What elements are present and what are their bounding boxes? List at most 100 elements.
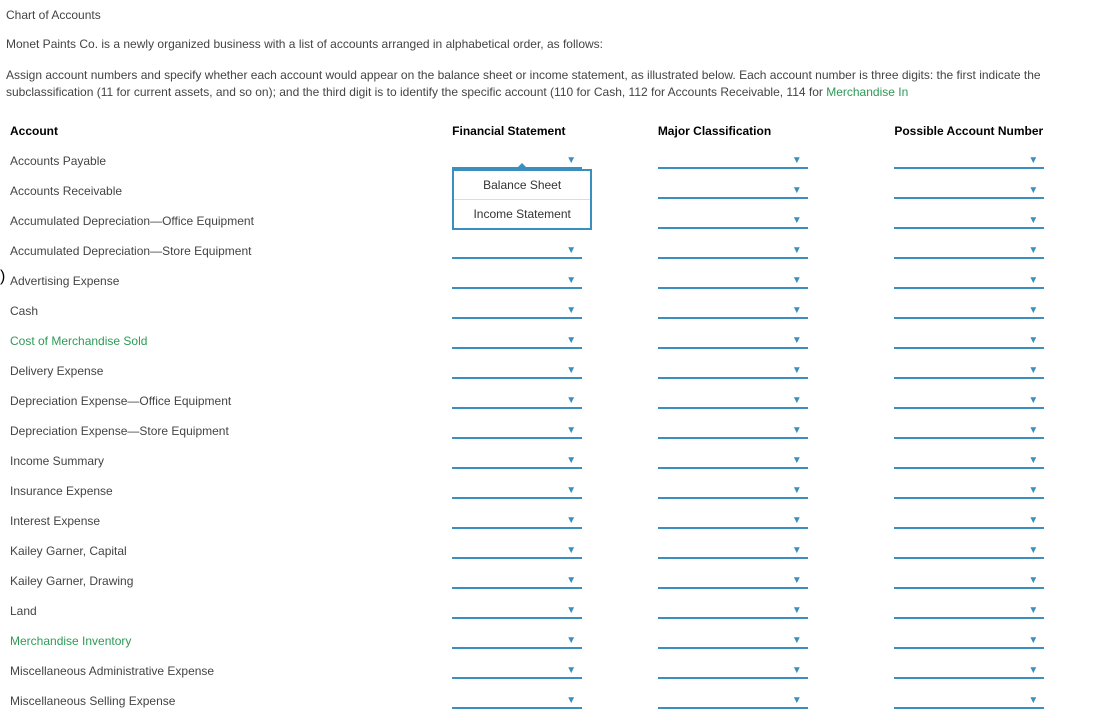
account-label: Land: [10, 604, 37, 618]
mc-dropdown[interactable]: ▼: [658, 181, 808, 199]
cell-mc: ▼: [654, 326, 891, 356]
cell-fs: ▼: [448, 626, 654, 656]
fs-dropdown[interactable]: ▼: [452, 571, 582, 589]
an-dropdown[interactable]: ▼: [894, 301, 1044, 319]
an-dropdown[interactable]: ▼: [894, 421, 1044, 439]
an-dropdown[interactable]: ▼: [894, 181, 1044, 199]
mc-dropdown[interactable]: ▼: [658, 511, 808, 529]
cell-mc: ▼: [654, 536, 891, 566]
mc-dropdown[interactable]: ▼: [658, 541, 808, 559]
cell-fs: ▼: [448, 686, 654, 716]
fs-dropdown[interactable]: ▼: [452, 691, 582, 709]
account-label: Delivery Expense: [10, 364, 103, 378]
cell-an: ▼: [890, 206, 1096, 236]
chevron-down-icon: ▼: [1028, 546, 1038, 556]
header-financial-statement: Financial Statement: [448, 118, 654, 146]
fs-dropdown[interactable]: ▼Balance SheetIncome Statement: [452, 151, 582, 169]
account-label: Miscellaneous Selling Expense: [10, 694, 175, 708]
fs-dropdown[interactable]: ▼: [452, 481, 582, 499]
mc-dropdown[interactable]: ▼: [658, 631, 808, 649]
fs-dropdown[interactable]: ▼: [452, 271, 582, 289]
cell-fs: ▼: [448, 596, 654, 626]
account-cell: Kailey Garner, Drawing: [6, 566, 448, 596]
table-row: )Advertising Expense▼▼▼: [6, 266, 1096, 296]
fs-dropdown[interactable]: ▼: [452, 421, 582, 439]
mc-dropdown[interactable]: ▼: [658, 601, 808, 619]
account-label: Insurance Expense: [10, 484, 113, 498]
an-dropdown[interactable]: ▼: [894, 151, 1044, 169]
an-dropdown[interactable]: ▼: [894, 331, 1044, 349]
mc-dropdown[interactable]: ▼: [658, 271, 808, 289]
account-label: Accumulated Depreciation—Office Equipmen…: [10, 214, 254, 228]
cell-an: ▼: [890, 386, 1096, 416]
fs-dropdown[interactable]: ▼: [452, 451, 582, 469]
fs-dropdown[interactable]: ▼: [452, 301, 582, 319]
fs-dropdown[interactable]: ▼: [452, 511, 582, 529]
cell-an: ▼: [890, 416, 1096, 446]
table-row: Accounts Payable ▼Balance SheetIncome Sta…: [6, 146, 1096, 176]
fs-dropdown[interactable]: ▼: [452, 631, 582, 649]
cell-an: ▼: [890, 266, 1096, 296]
chevron-down-icon: ▼: [792, 546, 802, 556]
fs-dropdown[interactable]: ▼: [452, 331, 582, 349]
mc-dropdown[interactable]: ▼: [658, 151, 808, 169]
account-label: Kailey Garner, Drawing: [10, 574, 133, 588]
chevron-down-icon: ▼: [1028, 276, 1038, 286]
cell-fs: ▼: [448, 566, 654, 596]
an-dropdown[interactable]: ▼: [894, 391, 1044, 409]
instructions-link[interactable]: Merchandise In: [826, 85, 908, 99]
mc-dropdown[interactable]: ▼: [658, 451, 808, 469]
cell-fs: ▼: [448, 356, 654, 386]
an-dropdown[interactable]: ▼: [894, 691, 1044, 709]
an-dropdown[interactable]: ▼: [894, 241, 1044, 259]
intro-text: Monet Paints Co. is a newly organized bu…: [6, 36, 1096, 53]
mc-dropdown[interactable]: ▼: [658, 361, 808, 379]
an-dropdown[interactable]: ▼: [894, 271, 1044, 289]
mc-dropdown[interactable]: ▼: [658, 391, 808, 409]
dropdown-option[interactable]: Balance Sheet: [454, 171, 590, 200]
an-dropdown[interactable]: ▼: [894, 631, 1044, 649]
an-dropdown[interactable]: ▼: [894, 661, 1044, 679]
fs-dropdown[interactable]: ▼: [452, 541, 582, 559]
accounts-table: Account Financial Statement Major Classi…: [6, 118, 1096, 716]
chevron-down-icon: ▼: [792, 516, 802, 526]
fs-dropdown[interactable]: ▼: [452, 361, 582, 379]
an-dropdown[interactable]: ▼: [894, 541, 1044, 559]
mc-dropdown[interactable]: ▼: [658, 331, 808, 349]
mc-dropdown[interactable]: ▼: [658, 571, 808, 589]
an-dropdown[interactable]: ▼: [894, 211, 1044, 229]
an-dropdown[interactable]: ▼: [894, 601, 1044, 619]
cell-mc: ▼: [654, 446, 891, 476]
mc-dropdown[interactable]: ▼: [658, 301, 808, 319]
chevron-down-icon: ▼: [792, 246, 802, 256]
cell-mc: ▼: [654, 626, 891, 656]
mc-dropdown[interactable]: ▼: [658, 481, 808, 499]
mc-dropdown[interactable]: ▼: [658, 421, 808, 439]
table-row: Delivery Expense ▼ ▼ ▼: [6, 356, 1096, 386]
fs-dropdown[interactable]: ▼: [452, 241, 582, 259]
dropdown-option[interactable]: Income Statement: [454, 200, 590, 228]
mc-dropdown[interactable]: ▼: [658, 691, 808, 709]
chevron-down-icon: ▼: [566, 546, 576, 556]
an-dropdown[interactable]: ▼: [894, 511, 1044, 529]
fs-dropdown[interactable]: ▼: [452, 391, 582, 409]
cell-mc: ▼: [654, 656, 891, 686]
cell-fs: ▼: [448, 386, 654, 416]
chevron-down-icon: ▼: [566, 486, 576, 496]
cell-an: ▼: [890, 146, 1096, 176]
mc-dropdown[interactable]: ▼: [658, 661, 808, 679]
fs-dropdown[interactable]: ▼: [452, 661, 582, 679]
an-dropdown[interactable]: ▼: [894, 481, 1044, 499]
chevron-down-icon: ▼: [792, 336, 802, 346]
chevron-down-icon: ▼: [1028, 336, 1038, 346]
mc-dropdown[interactable]: ▼: [658, 211, 808, 229]
fs-dropdown[interactable]: ▼: [452, 601, 582, 619]
chevron-down-icon: ▼: [566, 246, 576, 256]
cell-an: ▼: [890, 476, 1096, 506]
mc-dropdown[interactable]: ▼: [658, 241, 808, 259]
an-dropdown[interactable]: ▼: [894, 361, 1044, 379]
an-dropdown[interactable]: ▼: [894, 571, 1044, 589]
cell-fs: ▼: [448, 416, 654, 446]
an-dropdown[interactable]: ▼: [894, 451, 1044, 469]
account-label: Accounts Payable: [10, 154, 106, 168]
